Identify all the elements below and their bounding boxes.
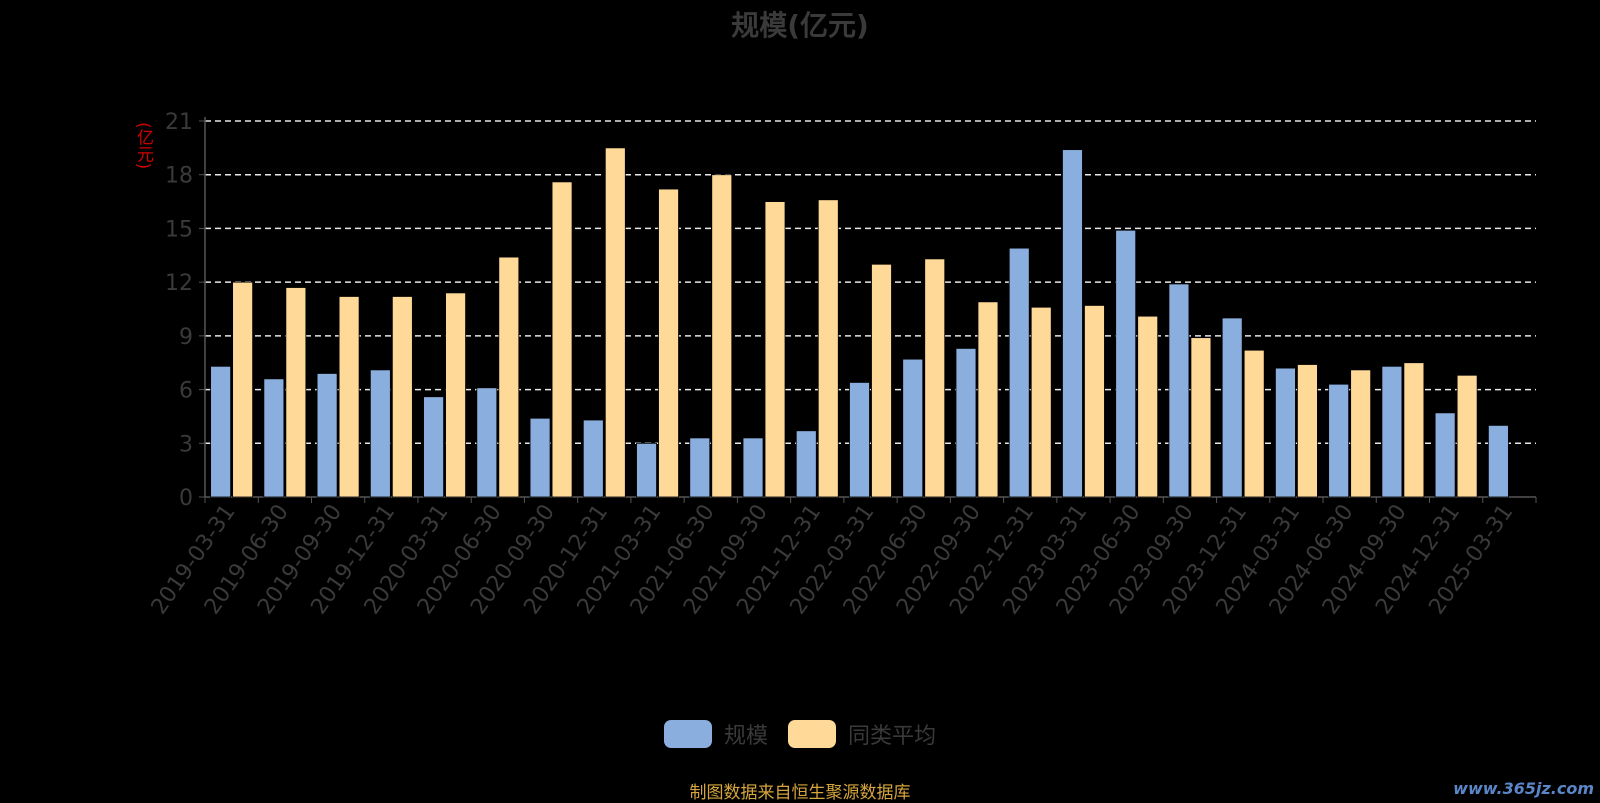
legend-label-scale: 规模	[723, 724, 768, 749]
bar-scale	[1487, 424, 1509, 498]
chart-title: 规模(亿元)	[731, 9, 869, 42]
legend-label-peer-average: 同类平均	[848, 724, 937, 749]
bar-peer-average	[285, 287, 307, 498]
bar-scale	[1275, 367, 1296, 498]
bar-peer-average	[338, 296, 360, 498]
bar-scale	[1008, 247, 1030, 498]
bar-peer-average	[1137, 315, 1159, 498]
bar-scale	[1062, 149, 1083, 498]
legend-item-peer-average[interactable]: 同类平均	[788, 718, 936, 750]
y-tick-label: 9	[179, 325, 193, 350]
bar-scale	[316, 373, 338, 498]
bar-scale	[689, 437, 711, 498]
bar-peer-average	[1297, 364, 1318, 498]
bar-scale	[795, 430, 817, 498]
bar-peer-average	[1456, 374, 1478, 498]
bar-scale	[1381, 365, 1403, 498]
bar-scale	[636, 442, 657, 498]
bar-peer-average	[764, 201, 786, 498]
bar-scale	[1168, 283, 1190, 498]
bar-peer-average	[551, 181, 573, 498]
y-tick-label: 18	[165, 164, 193, 189]
y-tick-label: 6	[179, 379, 193, 404]
bar-peer-average	[924, 258, 946, 498]
bar-scale	[263, 378, 285, 498]
bar-scale	[1328, 383, 1350, 498]
bar-peer-average	[1084, 305, 1105, 498]
bar-peer-average	[658, 188, 679, 498]
bar-peer-average	[871, 263, 892, 498]
watermark: www.365jz.com	[1453, 779, 1594, 798]
bar-peer-average	[817, 199, 839, 498]
bar-scale	[902, 358, 924, 498]
bar-peer-average	[604, 147, 626, 498]
y-tick-label: 15	[165, 217, 193, 242]
y-tick-label: 21	[165, 110, 193, 135]
legend-swatch-peer-average	[788, 720, 836, 748]
y-tick-label: 0	[179, 486, 193, 511]
data-source-note: 制图数据来自恒生聚源数据库	[689, 783, 911, 803]
bar-peer-average	[711, 174, 733, 498]
bar-scale	[529, 417, 551, 498]
bar-scale	[210, 365, 232, 498]
y-axis-unit-label: (亿元)	[133, 122, 153, 170]
y-tick-label: 12	[165, 271, 193, 296]
bar-peer-average	[1190, 337, 1212, 498]
bar-scale	[423, 396, 444, 498]
bar-scale	[1434, 412, 1456, 498]
bar-scale	[476, 387, 498, 498]
bar-scale	[1221, 317, 1243, 498]
y-tick-label: 3	[179, 432, 193, 457]
bar-peer-average	[391, 296, 413, 498]
bar-scale	[1115, 229, 1137, 498]
bar-peer-average	[1350, 369, 1372, 498]
bar-peer-average	[1030, 306, 1052, 498]
bar-scale	[955, 347, 977, 498]
bar-peer-average	[977, 301, 999, 498]
bar-scale	[742, 437, 764, 498]
bar-scale	[369, 369, 391, 498]
bar-peer-average	[498, 256, 520, 498]
bar-scale	[849, 382, 870, 498]
bar-scale	[582, 419, 604, 498]
bar-peer-average	[445, 292, 466, 498]
bar-peer-average	[1243, 349, 1265, 498]
legend-swatch-scale	[663, 720, 712, 748]
legend: 规模 同类平均	[0, 718, 1600, 750]
legend-item-scale[interactable]: 规模	[663, 718, 768, 750]
bar-peer-average	[232, 281, 254, 498]
bar-peer-average	[1403, 362, 1425, 498]
